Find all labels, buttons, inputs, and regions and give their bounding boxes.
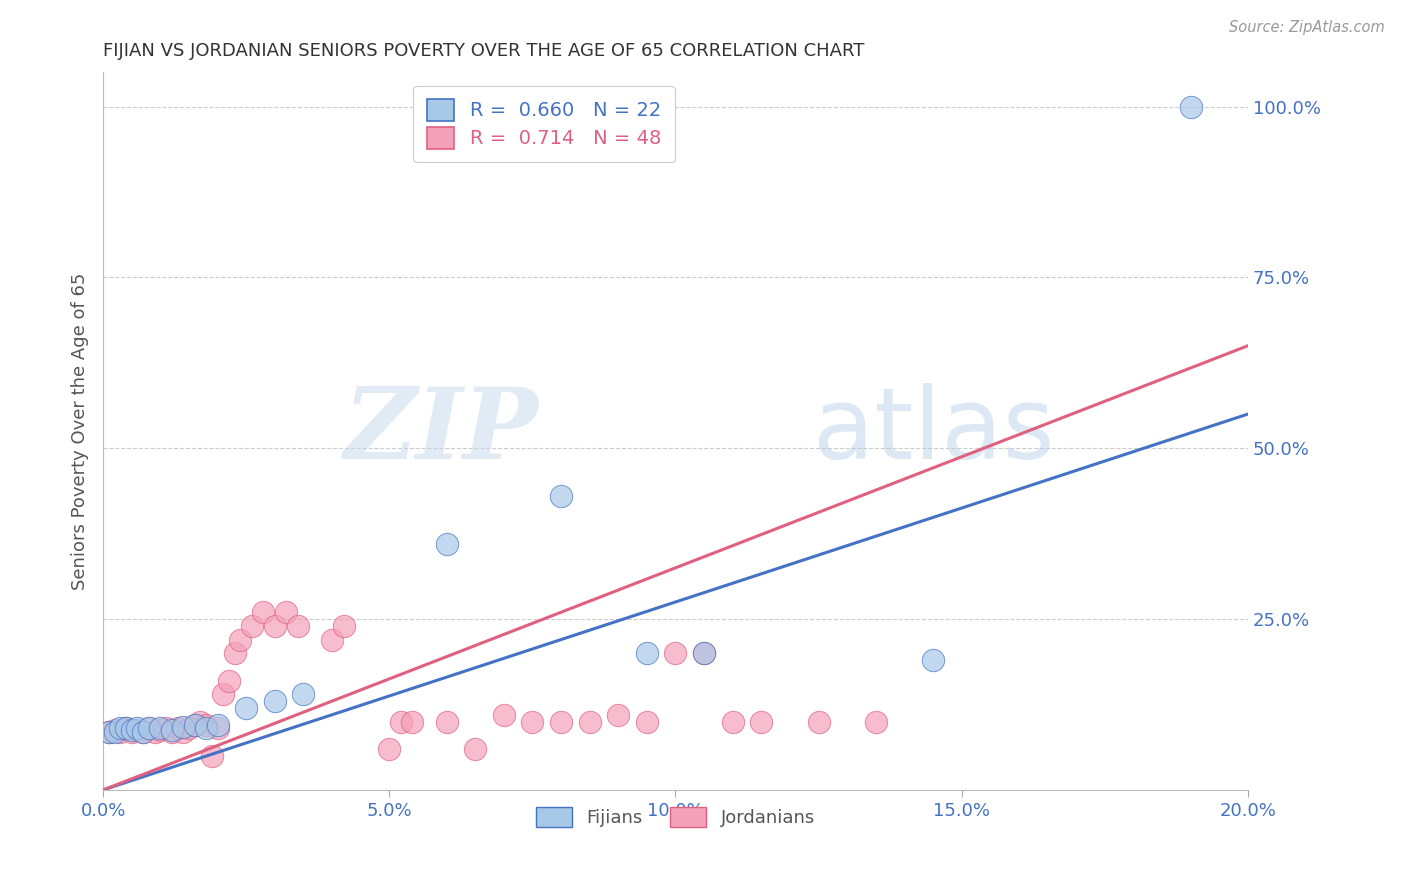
- Point: [172, 724, 194, 739]
- Point: [332, 619, 354, 633]
- Point: [110, 724, 132, 739]
- Text: ZIP: ZIP: [343, 383, 538, 479]
- Point: [749, 714, 772, 729]
- Point: [121, 724, 143, 739]
- Text: atlas: atlas: [813, 383, 1054, 480]
- Point: [807, 714, 830, 729]
- Point: [127, 722, 149, 736]
- Point: [492, 707, 515, 722]
- Point: [177, 722, 200, 736]
- Point: [143, 724, 166, 739]
- Text: FIJIAN VS JORDANIAN SENIORS POVERTY OVER THE AGE OF 65 CORRELATION CHART: FIJIAN VS JORDANIAN SENIORS POVERTY OVER…: [103, 42, 865, 60]
- Point: [218, 673, 240, 688]
- Point: [287, 619, 309, 633]
- Point: [922, 653, 945, 667]
- Point: [292, 687, 315, 701]
- Point: [721, 714, 744, 729]
- Point: [149, 723, 172, 737]
- Point: [115, 722, 138, 736]
- Point: [321, 632, 343, 647]
- Point: [436, 714, 458, 729]
- Point: [401, 714, 423, 729]
- Point: [464, 742, 486, 756]
- Point: [252, 605, 274, 619]
- Point: [127, 723, 149, 737]
- Point: [155, 722, 177, 736]
- Point: [607, 707, 630, 722]
- Point: [138, 722, 160, 736]
- Point: [97, 724, 120, 739]
- Point: [103, 723, 125, 737]
- Point: [149, 722, 172, 736]
- Point: [229, 632, 252, 647]
- Point: [224, 646, 246, 660]
- Point: [276, 605, 298, 619]
- Point: [195, 718, 218, 732]
- Point: [190, 714, 212, 729]
- Point: [183, 718, 205, 732]
- Point: [97, 724, 120, 739]
- Point: [132, 724, 155, 739]
- Point: [201, 748, 224, 763]
- Point: [212, 687, 235, 701]
- Point: [693, 646, 716, 660]
- Point: [121, 723, 143, 737]
- Point: [389, 714, 412, 729]
- Point: [263, 694, 285, 708]
- Point: [436, 537, 458, 551]
- Point: [110, 722, 132, 736]
- Point: [235, 701, 257, 715]
- Point: [160, 724, 183, 739]
- Point: [578, 714, 600, 729]
- Point: [550, 489, 572, 503]
- Point: [160, 723, 183, 737]
- Point: [636, 646, 658, 660]
- Point: [166, 722, 188, 736]
- Legend: Fijians, Jordanians: Fijians, Jordanians: [529, 799, 823, 835]
- Point: [522, 714, 544, 729]
- Point: [636, 714, 658, 729]
- Point: [263, 619, 285, 633]
- Point: [378, 742, 401, 756]
- Point: [195, 722, 218, 736]
- Point: [693, 646, 716, 660]
- Point: [664, 646, 686, 660]
- Point: [103, 724, 125, 739]
- Point: [865, 714, 887, 729]
- Point: [207, 722, 229, 736]
- Point: [550, 714, 572, 729]
- Point: [1180, 99, 1202, 113]
- Point: [240, 619, 263, 633]
- Text: Source: ZipAtlas.com: Source: ZipAtlas.com: [1229, 20, 1385, 35]
- Point: [172, 720, 194, 734]
- Y-axis label: Seniors Poverty Over the Age of 65: Seniors Poverty Over the Age of 65: [72, 272, 89, 590]
- Point: [138, 722, 160, 736]
- Point: [207, 718, 229, 732]
- Point: [183, 718, 205, 732]
- Point: [132, 724, 155, 739]
- Point: [115, 722, 138, 736]
